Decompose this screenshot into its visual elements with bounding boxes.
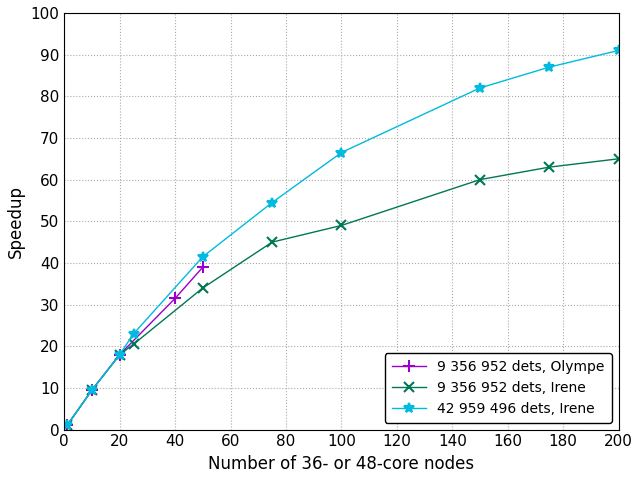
Line: 42 959 496 dets, Irene: 42 959 496 dets, Irene xyxy=(62,46,623,431)
9 356 952 dets, Irene xyxy=(116,352,124,358)
9 356 952 dets, Olympe xyxy=(63,422,71,428)
9 356 952 dets, Irene xyxy=(63,422,71,428)
X-axis label: Number of 36- or 48-core nodes: Number of 36- or 48-core nodes xyxy=(209,455,474,473)
9 356 952 dets, Irene xyxy=(545,164,553,170)
9 356 952 dets, Irene xyxy=(268,239,276,245)
9 356 952 dets, Irene xyxy=(88,387,96,393)
Line: 9 356 952 dets, Irene: 9 356 952 dets, Irene xyxy=(62,154,623,431)
9 356 952 dets, Olympe xyxy=(116,352,124,358)
42 959 496 dets, Irene xyxy=(615,48,623,53)
9 356 952 dets, Olympe xyxy=(88,387,96,393)
42 959 496 dets, Irene xyxy=(337,150,345,156)
9 356 952 dets, Irene xyxy=(615,156,623,162)
Y-axis label: Speedup: Speedup xyxy=(7,185,25,258)
42 959 496 dets, Irene xyxy=(268,200,276,205)
42 959 496 dets, Irene xyxy=(130,331,138,336)
Legend: 9 356 952 dets, Olympe, 9 356 952 dets, Irene, 42 959 496 dets, Irene: 9 356 952 dets, Olympe, 9 356 952 dets, … xyxy=(385,353,612,423)
9 356 952 dets, Irene xyxy=(476,177,484,182)
42 959 496 dets, Irene xyxy=(199,254,207,260)
9 356 952 dets, Irene xyxy=(130,341,138,347)
42 959 496 dets, Irene xyxy=(63,422,71,428)
42 959 496 dets, Irene xyxy=(88,387,96,393)
42 959 496 dets, Irene xyxy=(116,352,124,358)
Line: 9 356 952 dets, Olympe: 9 356 952 dets, Olympe xyxy=(61,262,209,431)
9 356 952 dets, Irene xyxy=(199,285,207,291)
42 959 496 dets, Irene xyxy=(545,64,553,70)
9 356 952 dets, Irene xyxy=(337,223,345,228)
9 356 952 dets, Olympe xyxy=(199,264,207,270)
9 356 952 dets, Olympe xyxy=(172,296,179,301)
42 959 496 dets, Irene xyxy=(476,85,484,91)
